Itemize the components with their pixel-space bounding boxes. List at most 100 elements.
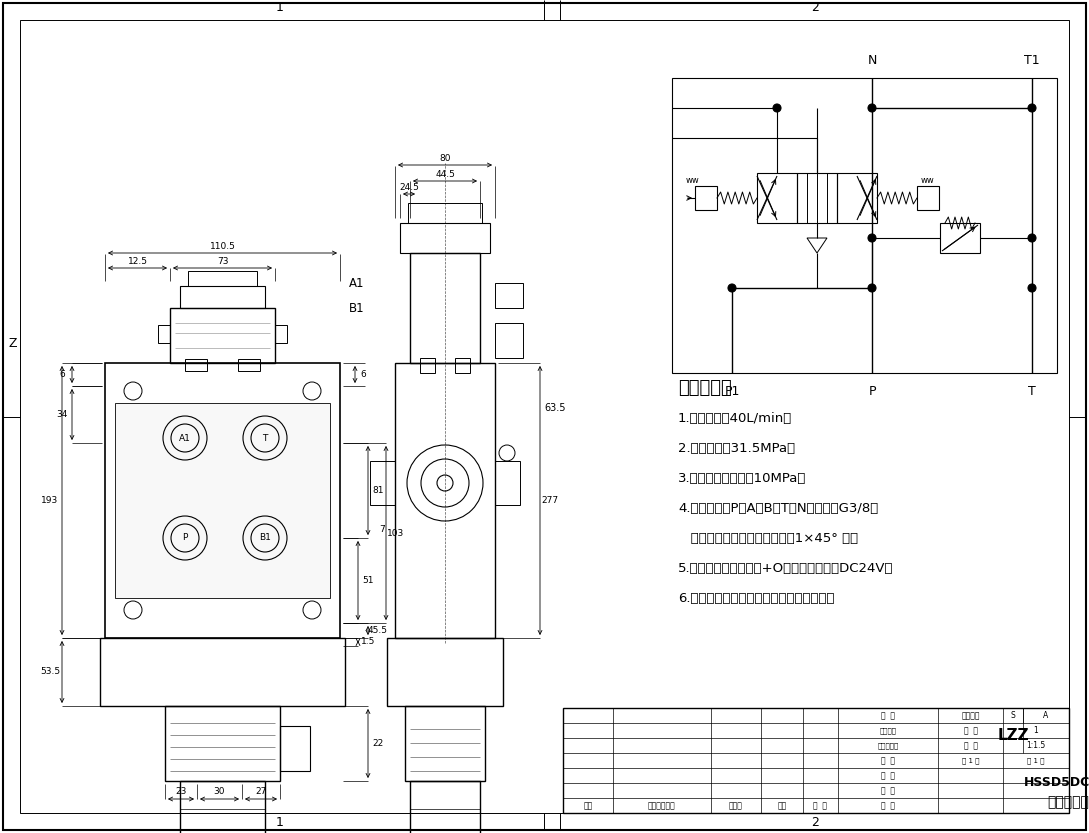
FancyBboxPatch shape [118,416,327,575]
Text: S: S [1011,711,1015,720]
Text: 校  对: 校 对 [881,801,895,810]
Text: P: P [182,533,187,542]
Text: 2: 2 [811,816,819,830]
Circle shape [1028,284,1036,292]
Bar [387,638,503,706]
Text: 描  图: 描 图 [881,786,895,795]
Text: 2: 2 [811,1,819,13]
Text: 审  核: 审 核 [881,711,895,720]
Bar [185,359,207,371]
Bar [100,638,345,706]
Circle shape [773,104,781,112]
Bar [180,286,265,308]
Text: 103: 103 [388,528,405,537]
Bar [238,359,260,371]
Text: 4.油口尺寸：P、A、B、T、N油口均为G3/8；: 4.油口尺寸：P、A、B、T、N油口均为G3/8； [678,501,878,515]
Bar [105,363,340,638]
Bar [280,726,310,771]
Bar [940,223,980,253]
Bar [1018,768,1069,813]
Circle shape [1028,234,1036,242]
Bar [495,283,523,308]
Bar [917,186,939,210]
Text: N: N [867,53,877,67]
Bar [409,253,480,363]
Text: 更改内容依据: 更改内容依据 [648,801,676,810]
Text: 日期: 日期 [778,801,786,810]
Circle shape [729,284,736,292]
Text: ww: ww [686,176,700,184]
Text: B1: B1 [259,533,271,542]
Text: 更改人: 更改人 [729,801,743,810]
Bar [695,186,717,210]
Text: 73: 73 [217,257,229,266]
Bar [672,78,1057,373]
Text: 277: 277 [541,496,559,505]
Text: LZZ: LZZ [998,727,1029,742]
Bar [405,706,485,781]
Bar [837,173,877,223]
Circle shape [868,104,876,112]
Bar [158,325,170,343]
Text: 12.5: 12.5 [127,257,147,266]
Text: T1: T1 [1024,53,1040,67]
Text: 7: 7 [379,525,384,533]
Text: 193: 193 [41,496,59,505]
Bar [495,461,521,505]
Text: 技术要求：: 技术要求： [678,379,732,397]
Text: 6: 6 [360,370,366,379]
Circle shape [868,234,876,242]
Text: 制  图: 制 图 [881,771,895,780]
Text: 1: 1 [1033,726,1039,735]
Text: 110.5: 110.5 [209,242,235,251]
Text: 24.5: 24.5 [399,182,419,192]
Text: P: P [868,385,876,397]
Bar [115,403,330,598]
Text: 设  计: 设 计 [881,756,895,765]
Text: B1: B1 [350,302,365,315]
Bar [276,325,287,343]
Text: 5.控制方式：电磁控制+O型阀杆；电压：DC24V；: 5.控制方式：电磁控制+O型阀杆；电压：DC24V； [678,561,893,575]
Text: 63.5: 63.5 [544,403,566,413]
Text: A: A [1043,711,1049,720]
Bar [455,358,470,373]
Bar [420,358,435,373]
Text: T: T [262,433,268,442]
Bar [370,461,395,505]
Text: 1.额定流量：40L/min；: 1.额定流量：40L/min； [678,412,793,425]
Text: 1:1.5: 1:1.5 [1026,741,1045,750]
Bar [166,706,280,781]
Text: 标准化检查: 标准化检查 [878,742,898,749]
Text: 3.安全阀调定压力：10MPa；: 3.安全阀调定压力：10MPa； [678,471,806,485]
Text: 备记: 备记 [584,801,592,810]
Text: 22: 22 [372,739,383,748]
Bar [495,323,523,358]
Text: HSSD5DC-0T: HSSD5DC-0T [1024,776,1089,790]
Text: 45.5: 45.5 [368,626,388,635]
Text: A1: A1 [179,433,191,442]
Text: 34: 34 [57,410,68,419]
Text: 80: 80 [439,153,451,162]
Text: 共 1 张: 共 1 张 [962,757,979,764]
Text: 6.阀体表面甑化处理，安全阀及螺堵镇锌。: 6.阀体表面甑化处理，安全阀及螺堵镇锌。 [678,591,834,605]
Text: 23: 23 [175,787,186,796]
Text: 工艺检查: 工艺检查 [880,727,896,734]
Text: 6: 6 [59,370,65,379]
Text: 数  量: 数 量 [964,726,978,735]
Bar [395,363,495,638]
Bar [188,271,257,286]
Text: 81: 81 [372,486,383,495]
Bar [400,223,490,253]
Bar [170,308,276,363]
Bar [180,781,265,833]
Text: A1: A1 [350,277,365,290]
Text: 第 1 张: 第 1 张 [1027,757,1044,764]
Text: 30: 30 [213,787,225,796]
Circle shape [868,284,876,292]
Text: 1.5: 1.5 [360,637,376,646]
Text: 比  例: 比 例 [964,741,978,750]
Text: 油口均为平面密封，油孔口借1×45° 角；: 油口均为平面密封，油孔口借1×45° 角； [678,531,858,545]
Text: Z: Z [9,337,17,350]
Text: 一联多路阀: 一联多路阀 [1047,796,1089,810]
Bar [797,173,837,223]
